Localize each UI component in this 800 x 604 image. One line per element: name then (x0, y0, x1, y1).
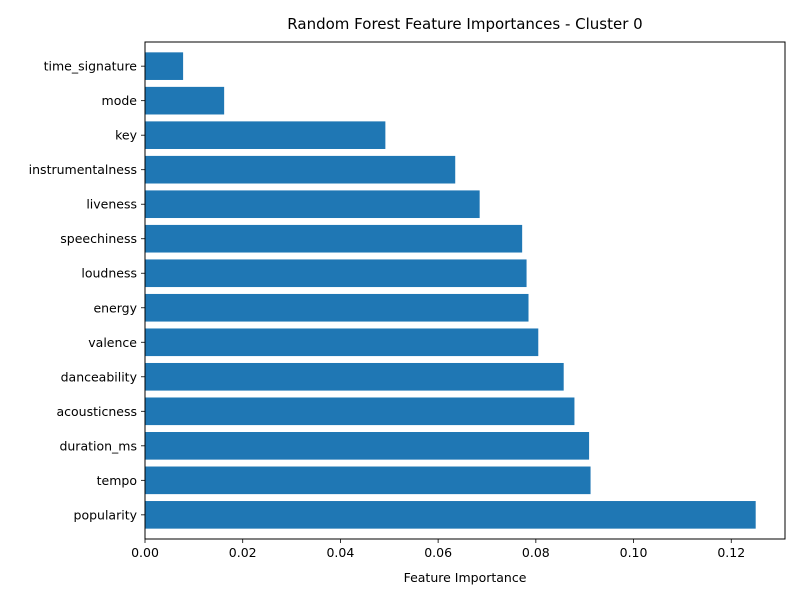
bars-layer (145, 52, 756, 529)
y-tick-label-key: key (115, 128, 137, 143)
bar-liveness (145, 190, 480, 219)
y-tick-label-danceability: danceability (61, 369, 138, 384)
bar-danceability (145, 362, 564, 391)
chart-title: Random Forest Feature Importances - Clus… (287, 15, 642, 33)
y-tick-label-loudness: loudness (81, 266, 137, 281)
y-axis: popularity tempo duration_ms acousticness da… (29, 59, 145, 522)
bar-instrumentalness (145, 155, 456, 184)
y-tick-label-popularity: popularity (74, 507, 138, 522)
bar-acousticness (145, 397, 575, 426)
bar-loudness (145, 259, 527, 288)
bar-valence (145, 328, 539, 357)
bar-mode (145, 86, 225, 115)
y-tick-label-duration_ms: duration_ms (59, 438, 137, 453)
y-tick-label-energy: energy (93, 300, 137, 315)
y-tick-label-tempo: tempo (97, 473, 137, 488)
y-tick-label-time_signature: time_signature (44, 59, 138, 74)
x-tick-label: 0.02 (229, 545, 257, 560)
bar-time_signature (145, 52, 184, 80)
y-tick-label-acousticness: acousticness (57, 404, 138, 419)
y-tick-label-speechiness: speechiness (60, 231, 137, 246)
bar-speechiness (145, 224, 523, 253)
x-tick-label: 0.00 (131, 545, 159, 560)
y-tick-label-liveness: liveness (86, 197, 137, 212)
x-tick-label: 0.06 (424, 545, 452, 560)
x-tick-label: 0.04 (326, 545, 354, 560)
bar-popularity (145, 501, 756, 529)
x-axis: 0.00 0.02 0.04 0.06 0.08 0.10 0.12 (131, 539, 745, 560)
y-tick-label-valence: valence (88, 335, 137, 350)
plot-frame (144, 41, 786, 540)
bar-tempo (145, 466, 591, 495)
bar-energy (145, 293, 529, 322)
x-tick-label: 0.08 (522, 545, 550, 560)
x-tick-label: 0.12 (717, 545, 745, 560)
x-tick-label: 0.10 (620, 545, 648, 560)
y-tick-label-instrumentalness: instrumentalness (29, 162, 137, 177)
x-axis-label: Feature Importance (404, 570, 527, 585)
bar-key (145, 121, 386, 149)
y-tick-label-mode: mode (102, 93, 138, 108)
bar-duration_ms (145, 432, 590, 460)
